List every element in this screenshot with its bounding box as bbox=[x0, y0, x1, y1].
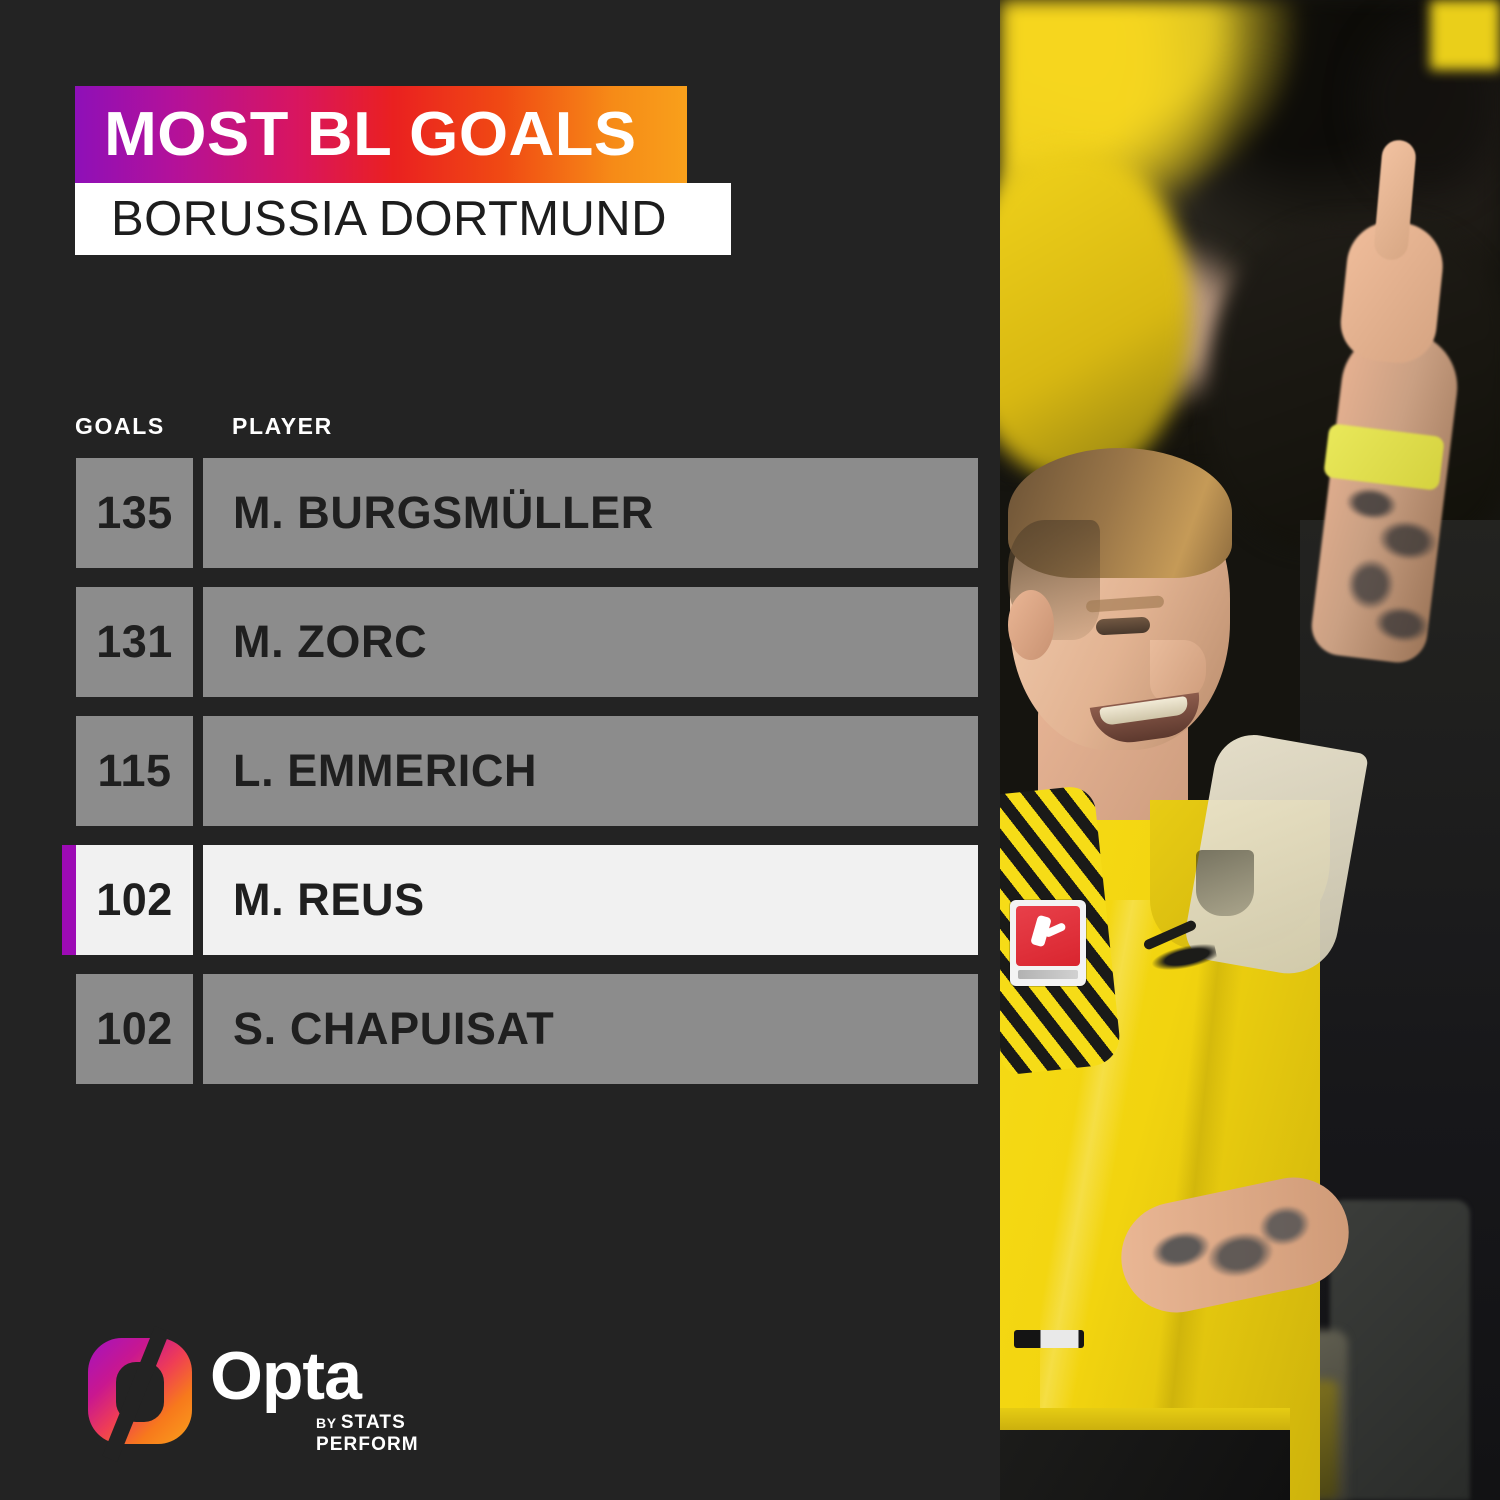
tagline-brand: STATS PERFORM bbox=[316, 1412, 419, 1455]
table-row-highlighted[interactable]: 102 M. REUS bbox=[0, 845, 1000, 955]
subtitle-bar: BORUSSIA DORTMUND bbox=[75, 183, 731, 255]
table-row[interactable]: 131 M. ZORC bbox=[0, 587, 1000, 697]
title-block: MOST BL GOALS BORUSSIA DORTMUND bbox=[75, 86, 731, 255]
player-name: M. ZORC bbox=[233, 616, 428, 667]
goals-value: 131 bbox=[96, 616, 173, 667]
column-header-goals: GOALS bbox=[75, 413, 165, 439]
goals-cell: 135 bbox=[76, 458, 193, 568]
dugout-panel bbox=[1330, 1200, 1470, 1500]
goals-cell: 102 bbox=[76, 845, 193, 955]
content-panel: MOST BL GOALS BORUSSIA DORTMUND GOALS PL… bbox=[0, 86, 1000, 1462]
player-name: L. EMMERICH bbox=[233, 745, 538, 796]
yellow-highlight bbox=[1430, 0, 1500, 70]
opta-logo: Opta BY STATS PERFORM bbox=[88, 1326, 418, 1462]
yellow-shirt-blur bbox=[1000, 150, 1190, 480]
patch-caption bbox=[1018, 970, 1078, 979]
goals-cell: 131 bbox=[76, 587, 193, 697]
puma-hem-tag-icon bbox=[1014, 1330, 1084, 1348]
title-gradient-bar: MOST BL GOALS bbox=[75, 86, 687, 183]
opta-wordmark: Opta bbox=[210, 1338, 362, 1414]
player-name: M. BURGSMÜLLER bbox=[233, 487, 654, 538]
nose bbox=[1150, 640, 1206, 702]
player-name: M. REUS bbox=[233, 874, 425, 925]
highlight-accent-bar bbox=[62, 845, 76, 955]
page-subtitle: BORUSSIA DORTMUND bbox=[111, 192, 667, 246]
shorts bbox=[1000, 1430, 1290, 1500]
player-cell: M. BURGSMÜLLER bbox=[203, 458, 978, 568]
goals-value: 102 bbox=[96, 874, 173, 925]
goals-cell: 102 bbox=[76, 974, 193, 1084]
player-name: S. CHAPUISAT bbox=[233, 1003, 555, 1054]
player-cell: M. ZORC bbox=[203, 587, 978, 697]
page-title: MOST BL GOALS bbox=[104, 100, 637, 169]
goals-value: 115 bbox=[97, 745, 172, 796]
player-cell: S. CHAPUISAT bbox=[203, 974, 978, 1084]
goals-value: 135 bbox=[96, 487, 173, 538]
player-cell: M. REUS bbox=[203, 845, 978, 955]
opta-tagline: BY STATS PERFORM bbox=[316, 1412, 419, 1456]
column-header-player: PLAYER bbox=[232, 413, 333, 439]
bundesliga-patch-icon bbox=[1010, 900, 1086, 986]
ranking-table: 135 M. BURGSMÜLLER 131 M. ZORC 115 bbox=[0, 458, 1000, 1103]
goals-value: 102 bbox=[96, 1003, 173, 1054]
jersey-hem bbox=[1000, 1408, 1290, 1434]
player-photo bbox=[1000, 0, 1500, 1500]
table-row[interactable]: 115 L. EMMERICH bbox=[0, 716, 1000, 826]
table-row[interactable]: 102 S. CHAPUISAT bbox=[0, 974, 1000, 1084]
ear bbox=[1008, 590, 1054, 660]
opta-o-mark-icon bbox=[88, 1326, 192, 1462]
table-row[interactable]: 135 M. BURGSMÜLLER bbox=[0, 458, 1000, 568]
eye bbox=[1095, 616, 1151, 636]
club-crest bbox=[1196, 850, 1254, 916]
player-cell: L. EMMERICH bbox=[203, 716, 978, 826]
goals-cell: 115 bbox=[76, 716, 193, 826]
tagline-by: BY bbox=[316, 1415, 341, 1431]
